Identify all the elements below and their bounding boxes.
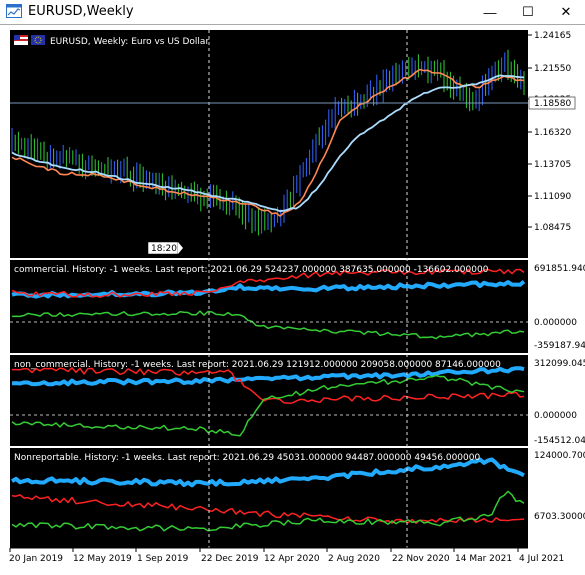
main-chart-header: EURUSD, Weekly: Euro vs US Dollar: [50, 37, 209, 47]
nonreportable-axis: 124000.700 6703.30000: [534, 451, 585, 522]
title-bar: EURUSD,Weekly — ☐ ✕: [0, 0, 585, 24]
main-price-panel[interactable]: [10, 30, 528, 258]
commercial-header: commercial. History: -1 weeks. Last repo…: [14, 265, 489, 275]
commercial-axis: 691851.940 0.000000 -359187.940: [534, 264, 585, 351]
non-commercial-max-label: 312099.045: [534, 359, 585, 369]
price-tick: 1.13705: [534, 160, 571, 170]
nonreportable-long-line: [10, 457, 525, 488]
nonreportable-short-line: [11, 494, 525, 524]
nonreportable-header: Nonreportable. History: -1 weeks. Last r…: [14, 453, 480, 463]
non-commercial-short-line: [12, 367, 525, 404]
minimize-button[interactable]: —: [471, 0, 509, 24]
current-price-tag: [528, 96, 576, 110]
non-commercial-net-line: [11, 374, 525, 437]
time-tick: 22 Nov 2020: [392, 554, 450, 564]
commercial-short-line: [11, 268, 525, 298]
price-tick: 1.21550: [534, 64, 571, 74]
nonreportable-min-label: 6703.30000: [534, 512, 585, 522]
indicator-lines: [10, 268, 526, 532]
price-tick: 1.08475: [534, 223, 571, 233]
chart-window[interactable]: EURUSD, Weekly: Euro vs US Dollar commer…: [0, 24, 585, 575]
chart-app-icon: [6, 4, 22, 18]
price-tick: 1.24165: [534, 31, 571, 41]
current-price-label: 1.18580: [534, 99, 571, 109]
close-icon: ✕: [560, 4, 572, 19]
commercial-panel[interactable]: [10, 260, 528, 353]
minimize-icon: —: [483, 4, 497, 20]
commercial-zero-label: 0.000000: [534, 318, 577, 328]
chart-canvas[interactable]: EURUSD, Weekly: Euro vs US Dollar commer…: [0, 25, 585, 575]
time-tick: 20 Jan 2019: [9, 554, 63, 564]
time-tick: 14 Mar 2021: [455, 554, 512, 564]
nonreportable-net-line: [11, 490, 525, 532]
symbol-flags-icon: [14, 35, 45, 45]
non-commercial-axis: 312099.045 0.000000 -154512.045: [534, 359, 585, 446]
time-tick: 1 Sep 2019: [137, 554, 189, 564]
close-button[interactable]: ✕: [547, 0, 585, 24]
price-tick: 1.16320: [534, 128, 571, 138]
time-tick: 4 Jul 2021: [519, 554, 564, 564]
nonreportable-max-label: 124000.700: [534, 451, 585, 461]
non-commercial-header: non_commercial. History: -1 weeks. Last …: [14, 360, 501, 370]
non-commercial-min-label: -154512.045: [534, 436, 585, 446]
non-commercial-long-line: [11, 366, 525, 387]
maximize-icon: ☐: [522, 4, 534, 19]
commercial-max-label: 691851.940: [534, 264, 585, 274]
commercial-long-line: [11, 279, 526, 299]
time-tick: 22 Dec 2019: [201, 554, 259, 564]
time-tick: 2 Aug 2020: [328, 554, 380, 564]
window-title: EURUSD,Weekly: [28, 4, 134, 19]
commercial-min-label: -359187.940: [534, 341, 585, 351]
commercial-net-line: [11, 310, 525, 340]
maximize-button[interactable]: ☐: [509, 0, 547, 24]
moving-averages: [11, 68, 525, 217]
price-tick: 1.11090: [534, 192, 571, 202]
non-commercial-zero-label: 0.000000: [534, 411, 577, 421]
crosshair-time-label: 18:20: [151, 244, 177, 254]
time-axis[interactable]: 20 Jan 2019 12 May 2019 1 Sep 2019 22 De…: [9, 547, 564, 564]
time-tick: 12 Apr 2020: [264, 554, 320, 564]
nonreportable-panel[interactable]: [10, 448, 528, 548]
price-axis[interactable]: 1.24165 1.21550 1.18935 1.16320 1.13705 …: [528, 31, 576, 233]
time-tick: 12 May 2019: [73, 554, 132, 564]
fast-ma-line: [11, 68, 525, 217]
slow-ma-line: [11, 74, 525, 213]
crosshair-time-tag: 18:20: [147, 241, 183, 255]
